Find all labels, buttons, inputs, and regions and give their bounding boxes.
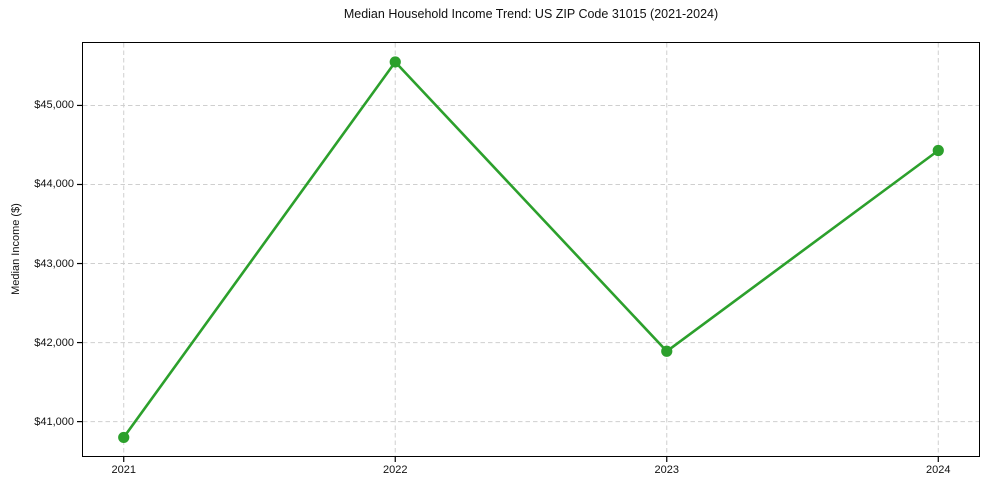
data-point-marker (389, 56, 401, 68)
trend-line (122, 60, 940, 439)
y-tick-label: $41,000 (34, 415, 74, 428)
y-tick-label: $42,000 (34, 336, 74, 349)
y-axis-label: Median Income ($) (10, 203, 22, 295)
x-tick-label: 2023 (654, 464, 679, 476)
chart-title: Median Household Income Trend: US ZIP Co… (343, 7, 719, 21)
x-tick-label: 2022 (382, 464, 408, 476)
y-tick-label: $45,000 (34, 99, 74, 112)
x-tick-label: 2021 (111, 464, 136, 476)
x-tick-label: 2024 (926, 464, 951, 476)
data-point-marker (932, 144, 944, 157)
plot-area (77, 42, 980, 462)
data-point-marker (118, 431, 130, 444)
y-tick-label: $44,000 (34, 178, 74, 191)
data-point-marker (661, 345, 673, 357)
y-tick-label: $43,000 (34, 257, 74, 270)
line-chart-canvas (77, 43, 979, 462)
